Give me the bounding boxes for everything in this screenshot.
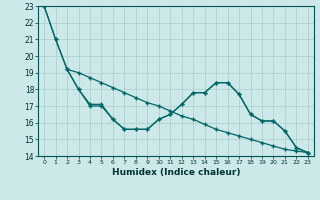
X-axis label: Humidex (Indice chaleur): Humidex (Indice chaleur)	[112, 168, 240, 177]
